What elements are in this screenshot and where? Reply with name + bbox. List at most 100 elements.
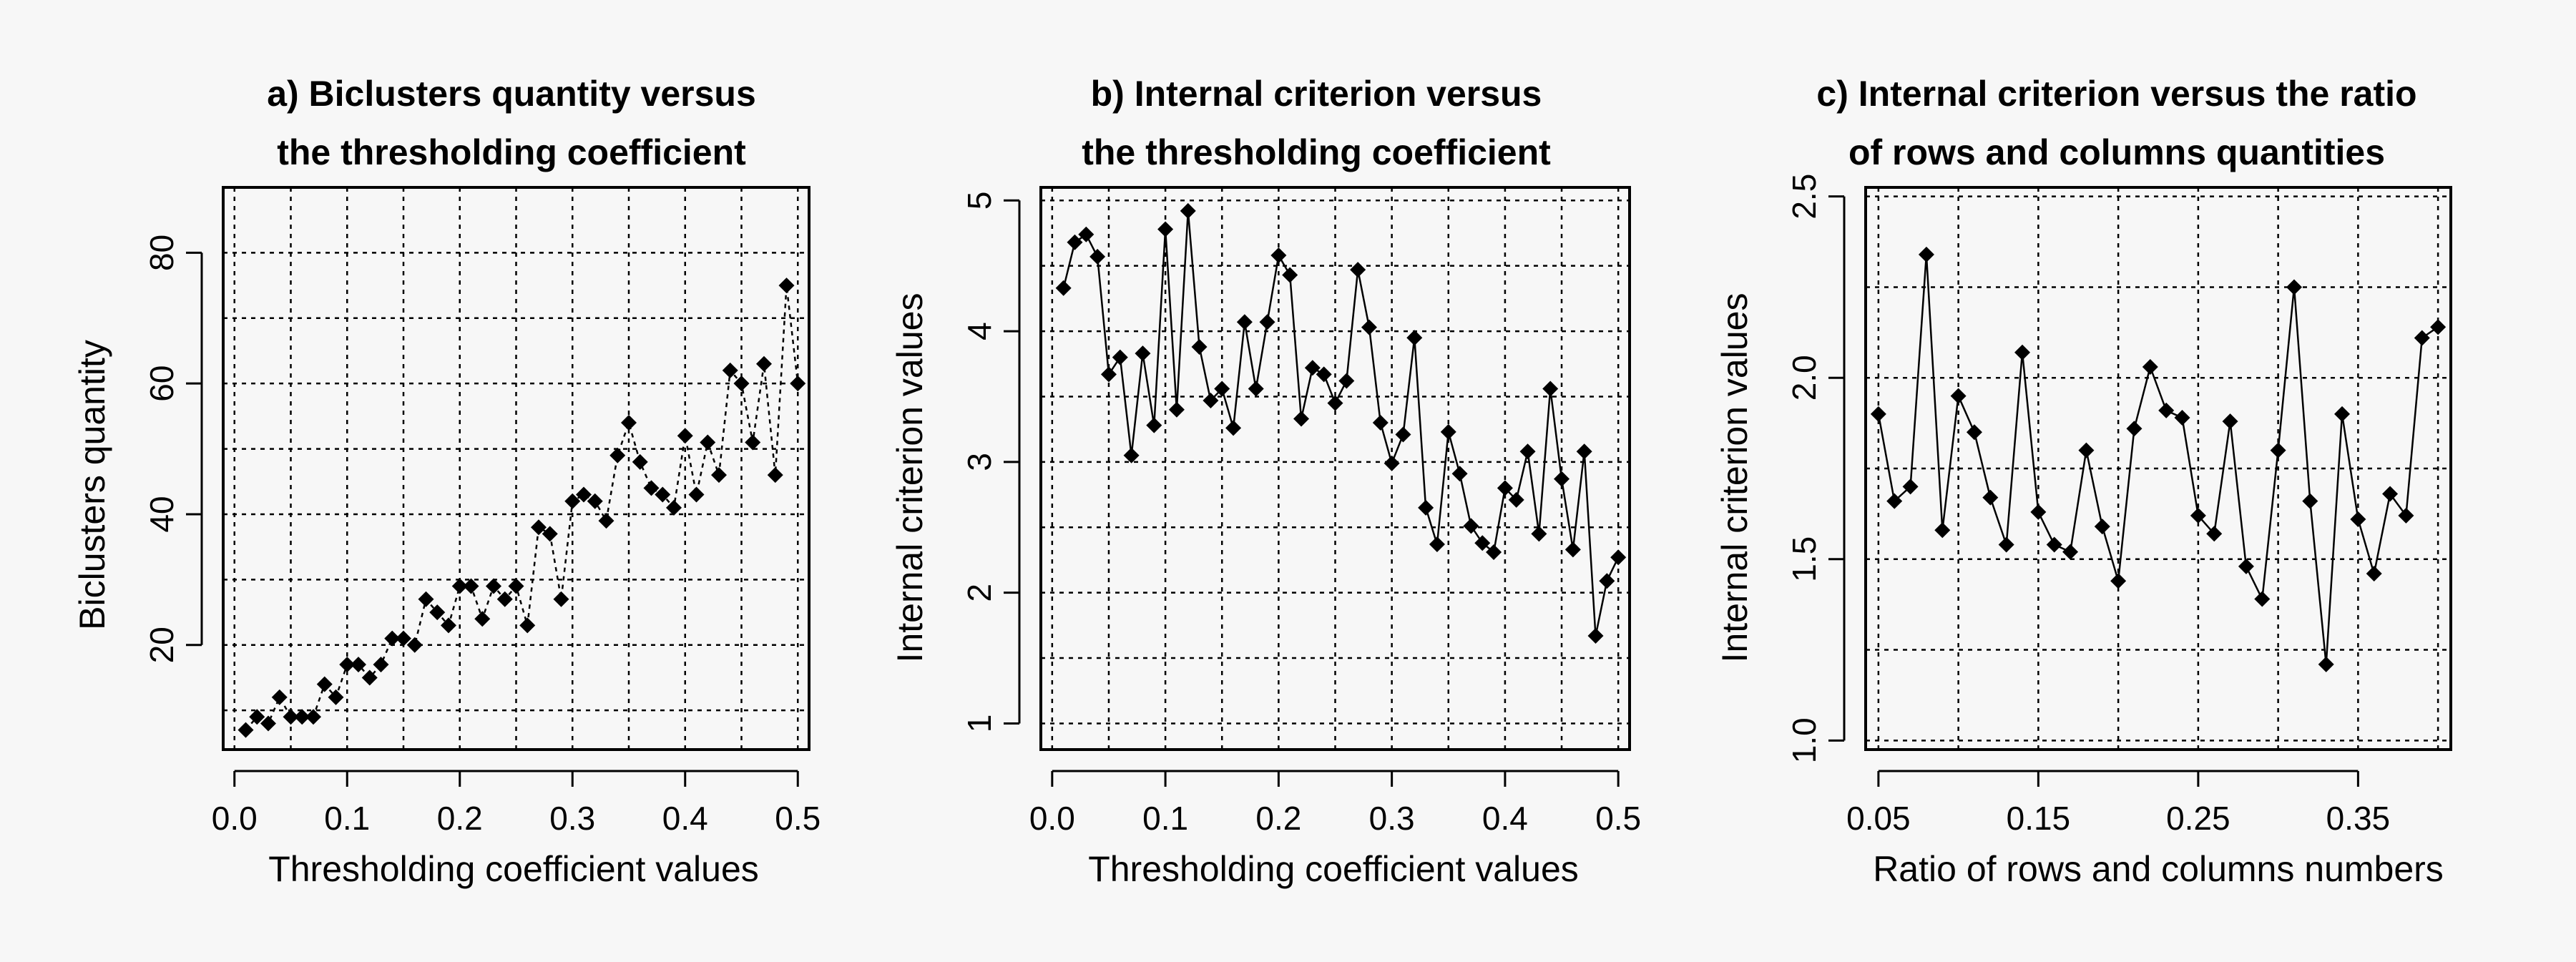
panel-c-x-axis: 0.05 0.15 0.25 0.35 xyxy=(1846,770,2391,837)
panel-b-data-point-17 xyxy=(1248,381,1264,397)
panel-b-data-point-41 xyxy=(1519,443,1536,460)
panel-b: b) Internal criterion versus the thresho… xyxy=(890,74,1641,889)
panel-b-data-point-11 xyxy=(1180,202,1196,219)
panel-b-data-point-21 xyxy=(1293,411,1310,427)
panel-a-data-point-3 xyxy=(271,689,288,705)
panel-a-data-point-29 xyxy=(564,493,581,509)
panel-a-data-point-13 xyxy=(384,630,401,647)
panel-a-series xyxy=(237,278,806,738)
panel-a-data-point-28 xyxy=(553,591,569,607)
panel-b-series xyxy=(1055,202,1627,644)
panel-b-y-tick-label-0: 1 xyxy=(961,715,998,733)
panel-c-grid xyxy=(1866,187,2451,750)
panel-c-data-point-2 xyxy=(1902,478,1919,495)
panel-a-y-tick-label-0: 20 xyxy=(143,627,180,663)
panel-a-data-point-45 xyxy=(745,434,761,451)
panel-a-data-point-6 xyxy=(305,709,321,725)
panel-c-y-tick-label-1: 1.5 xyxy=(1786,536,1823,582)
panel-b-data-point-24 xyxy=(1327,395,1343,411)
panel-a-data-point-27 xyxy=(542,526,558,542)
panel-a-data-point-9 xyxy=(339,657,356,673)
panel-b-data-point-42 xyxy=(1531,526,1547,542)
panel-c-series xyxy=(1870,246,2447,672)
panel-c-data-point-20 xyxy=(2190,507,2206,524)
panel-b-data-point-38 xyxy=(1486,544,1502,560)
panel-a-data-point-19 xyxy=(451,578,468,594)
panel-c-data-point-29 xyxy=(2334,406,2351,422)
panel-a-data-point-42 xyxy=(711,467,727,484)
panel-b-data-point-44 xyxy=(1554,471,1570,487)
panel-c-data-point-27 xyxy=(2302,493,2318,509)
panel-c-data-point-26 xyxy=(2286,279,2302,295)
panel-a-data-point-44 xyxy=(733,376,750,392)
panel-b-y-tick-label-2: 3 xyxy=(961,453,998,471)
panel-c-x-tick-label-3: 0.35 xyxy=(2326,800,2391,837)
panel-a-data-point-32 xyxy=(598,513,614,529)
panel-b-data-point-39 xyxy=(1497,480,1513,496)
panel-b-data-point-43 xyxy=(1542,381,1559,397)
panel-c-data-point-16 xyxy=(2126,421,2142,437)
panel-c-data-point-25 xyxy=(2270,442,2286,458)
panel-b-data-point-4 xyxy=(1100,366,1117,383)
panel-c: c) Internal criterion versus the ratio o… xyxy=(1715,74,2452,889)
panel-c-data-point-32 xyxy=(2382,486,2399,502)
panel-a-title-line-1: a) Biclusters quantity versus xyxy=(267,74,756,114)
panel-c-y-tick-label-2: 2.0 xyxy=(1786,355,1823,401)
panel-c-data-point-18 xyxy=(2158,402,2175,418)
panel-c-data-point-3 xyxy=(1918,246,1934,262)
panel-b-x-tick-label-5: 0.5 xyxy=(1595,800,1641,837)
panel-b-data-point-46 xyxy=(1576,443,1592,460)
panel-b-data-point-8 xyxy=(1146,417,1162,433)
panel-a-x-tick-label-5: 0.5 xyxy=(775,800,821,837)
panel-b-x-axis-label: Thresholding coefficient values xyxy=(1088,849,1579,889)
panel-b-data-point-13 xyxy=(1203,392,1219,408)
panel-c-data-point-17 xyxy=(2142,359,2158,376)
panel-c-x-tick-label-0: 0.05 xyxy=(1846,800,1911,837)
panel-c-data-point-28 xyxy=(2318,656,2334,672)
panel-a-data-point-15 xyxy=(406,637,423,653)
panel-c-data-point-22 xyxy=(2222,413,2238,430)
panel-a-data-point-40 xyxy=(688,486,705,503)
panel-a-grid xyxy=(223,186,809,750)
panel-c-x-tick-label-1: 0.15 xyxy=(2007,800,2071,837)
panel-b-data-point-48 xyxy=(1599,573,1615,589)
panel-c-title-line-2: of rows and columns quantities xyxy=(1848,132,2385,172)
panel-c-data-point-6 xyxy=(1966,424,1982,441)
panel-c-data-point-1 xyxy=(1886,493,1903,509)
panel-a-data-point-26 xyxy=(531,519,547,536)
panel-b-data-point-27 xyxy=(1361,319,1377,335)
panel-b-x-axis: 0.0 0.1 0.2 0.3 0.4 0.5 xyxy=(1029,770,1641,837)
panel-c-x-axis-label: Ratio of rows and columns numbers xyxy=(1873,849,2444,889)
panel-a-y-tick-label-3: 80 xyxy=(143,235,180,271)
panel-b-y-axis: 1 2 3 4 5 xyxy=(961,191,1021,733)
panel-b-data-point-2 xyxy=(1078,226,1094,242)
panel-b-x-tick-label-2: 0.2 xyxy=(1255,800,1301,837)
panel-b-data-point-33 xyxy=(1429,536,1445,553)
panel-c-data-point-0 xyxy=(1870,406,1886,422)
panel-c-x-tick-label-2: 0.25 xyxy=(2166,800,2230,837)
panel-b-data-point-22 xyxy=(1304,360,1321,376)
panel-a-data-point-14 xyxy=(396,630,411,647)
panel-b-data-point-31 xyxy=(1406,330,1423,346)
panel-b-data-point-25 xyxy=(1338,373,1355,389)
panel-b-data-point-16 xyxy=(1236,314,1253,330)
panel-a-y-tick-label-1: 40 xyxy=(143,496,180,532)
panel-b-y-axis-label: Internal criterion values xyxy=(890,293,930,663)
panel-a-data-point-12 xyxy=(373,657,389,673)
panel-c-y-axis: 1.0 1.5 2.0 2.5 xyxy=(1786,174,1846,763)
panel-c-data-point-31 xyxy=(2366,566,2382,582)
panel-b-data-point-34 xyxy=(1440,423,1456,440)
panel-a-plot-frame xyxy=(222,186,810,751)
panel-c-data-point-19 xyxy=(2174,410,2190,426)
panel-b-data-point-5 xyxy=(1112,349,1128,365)
panel-b-data-point-26 xyxy=(1350,262,1366,278)
panel-b-data-point-7 xyxy=(1135,345,1151,362)
panel-b-data-point-12 xyxy=(1191,339,1208,355)
panel-a-data-point-1 xyxy=(249,709,265,725)
panel-a-data-point-23 xyxy=(496,591,513,607)
panel-a: a) Biclusters quantity versus the thresh… xyxy=(72,74,821,889)
panel-a-y-axis-label: Biclusters quantity xyxy=(72,340,112,630)
panel-b-y-tick-label-3: 4 xyxy=(961,322,998,340)
panel-a-data-point-5 xyxy=(294,709,310,725)
panel-b-data-point-20 xyxy=(1282,267,1298,283)
